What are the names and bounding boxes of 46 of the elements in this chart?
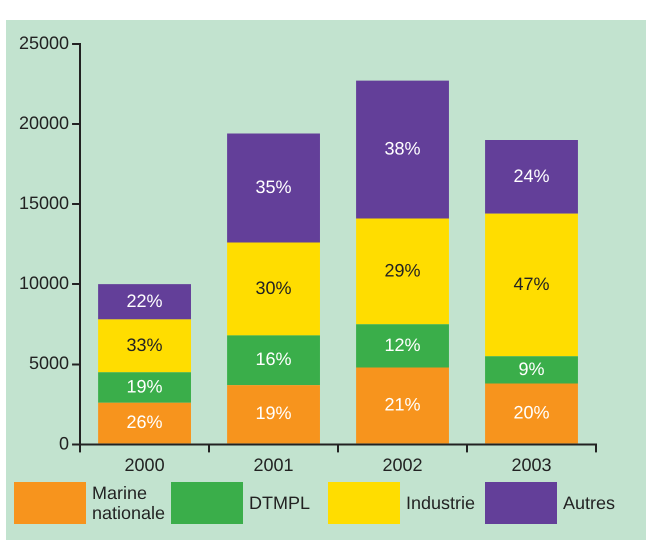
annotation: 26%: [126, 412, 163, 432]
y-tick-label: 25000: [18, 32, 70, 53]
annotation: 47%: [513, 274, 550, 294]
annotation: 20%: [513, 402, 550, 422]
annotation: 19%: [126, 376, 163, 396]
legend-label: Marine nationale: [92, 483, 166, 523]
annotation: 19%: [256, 403, 292, 424]
annotation: 22%: [126, 290, 163, 311]
annotation: 33%: [126, 334, 163, 355]
annotation: 30%: [256, 278, 292, 298]
bar: [485, 356, 578, 384]
bar: [485, 140, 578, 214]
bar: [227, 134, 320, 242]
annotation: 9%: [518, 358, 545, 379]
annotation: 24%: [513, 166, 550, 186]
bar: [485, 214, 578, 356]
legend-label: Autres: [563, 493, 616, 513]
annotation: 29%: [384, 260, 421, 280]
y-tick-label: 0: [59, 433, 70, 454]
annotation: 21%: [384, 394, 421, 414]
annotation: 35%: [256, 176, 292, 197]
bar: [227, 242, 320, 336]
annotation: 16%: [256, 349, 292, 370]
legend-label: Industrie: [406, 493, 476, 513]
bar: [356, 218, 449, 324]
annotation: 12%: [384, 334, 421, 355]
annotation: 38%: [384, 138, 421, 159]
bar: [485, 384, 578, 444]
x-tick-label: 2002: [382, 455, 423, 476]
y-tick-label: 15000: [18, 193, 70, 214]
bar: [98, 284, 191, 320]
bar: [98, 402, 191, 444]
bar: [356, 367, 449, 444]
bar: [98, 372, 191, 403]
x-tick-label: 2001: [254, 455, 294, 476]
x-tick-label: 2000: [124, 455, 165, 476]
y-tick-label: 5000: [29, 353, 70, 374]
bar: [356, 324, 449, 368]
y-tick-label: 20000: [18, 112, 70, 133]
bar: [98, 319, 191, 372]
x-tick-label: 2003: [511, 455, 552, 476]
legend-label: DTMPL: [249, 493, 312, 513]
bar: [227, 335, 320, 386]
bar: [356, 80, 449, 218]
y-tick-label: 10000: [18, 273, 70, 294]
bar: [227, 385, 320, 444]
